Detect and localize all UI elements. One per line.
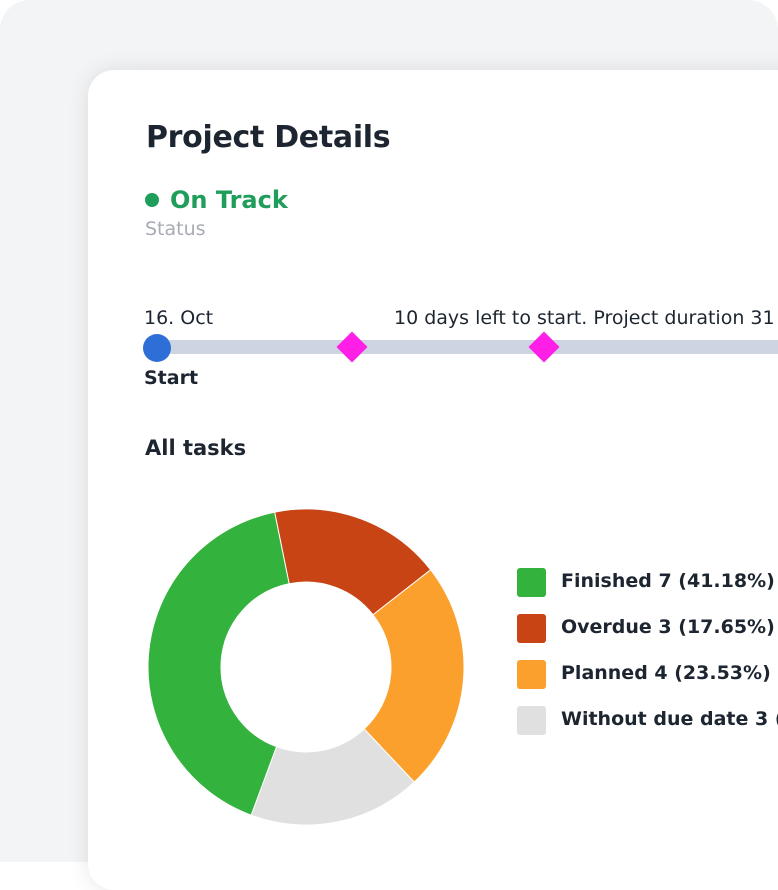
tasks-donut-chart (147, 508, 465, 826)
legend-label: Overdue 3 (17.65%) (561, 616, 775, 638)
page-title: Project Details (146, 120, 391, 155)
legend-swatch-icon (517, 614, 546, 643)
legend-swatch-icon (517, 706, 546, 735)
status-dot-icon (145, 193, 159, 207)
donut-slice-planned[interactable] (363, 569, 465, 783)
timeline-start-label: Start (144, 367, 199, 389)
legend-swatch-icon (517, 660, 546, 689)
timeline-bar (158, 340, 778, 354)
status-value: On Track (170, 186, 288, 214)
timeline-start-date: 16. Oct (144, 307, 214, 329)
timeline-start-marker[interactable] (143, 334, 171, 362)
legend-swatch-icon (517, 568, 546, 597)
status-label: Status (145, 218, 206, 240)
tasks-heading: All tasks (145, 436, 247, 460)
donut-slice-finished[interactable] (147, 511, 290, 816)
project-details-card: Project Details On Track Status 16. Oct … (88, 70, 778, 890)
legend-label: Planned 4 (23.53%) (561, 662, 771, 684)
legend-label: Finished 7 (41.18%) (561, 570, 775, 592)
legend-label: Without due date 3 (17.65%) (561, 708, 778, 730)
timeline-note: 10 days left to start. Project duration … (394, 307, 778, 329)
